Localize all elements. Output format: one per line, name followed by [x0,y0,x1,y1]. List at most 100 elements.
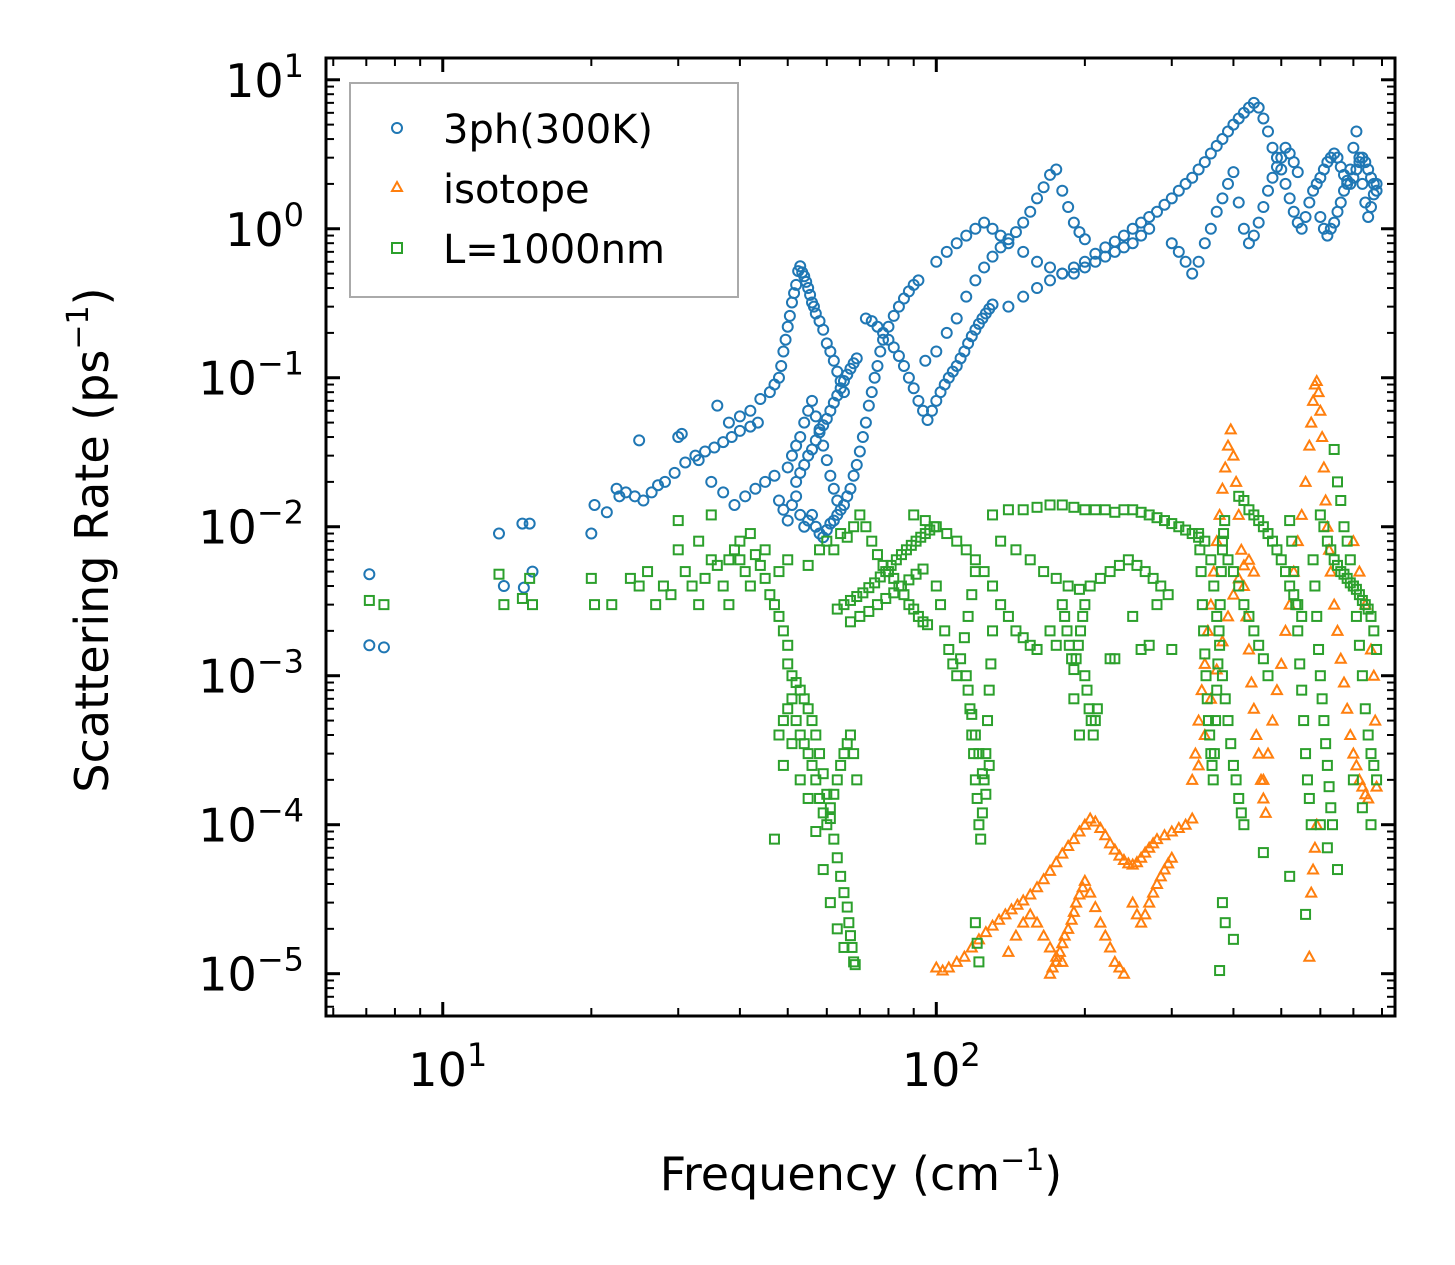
data-point [1308,840,1322,853]
data-point [773,729,785,741]
data-point [973,748,985,760]
data-point [835,759,847,771]
data-point [1262,670,1274,682]
data-point [773,566,785,578]
data-point [817,419,830,432]
data-point [1362,603,1374,615]
data-point [1117,229,1130,242]
data-point [1094,572,1106,584]
data-point [1161,856,1175,869]
data-point [1126,222,1139,235]
data-point [734,554,746,566]
data-point [828,544,840,556]
data-point [759,544,771,556]
data-point [1338,521,1350,533]
data-point [1017,632,1029,644]
data-point [1210,139,1223,152]
data-point [1179,177,1192,190]
data-point [1049,855,1063,868]
data-point [744,528,756,540]
data-point [782,639,794,651]
legend-label-3ph: 3ph(300K) [443,107,653,153]
data-point [1334,196,1347,209]
data-point [844,482,857,495]
data-point [788,287,801,300]
data-point [1017,290,1030,303]
data-point [1257,653,1269,665]
data-point [817,864,829,876]
data-point [1243,610,1255,622]
data-point [950,237,963,250]
data-point [1368,759,1380,771]
data-point [1359,703,1371,715]
data-point [958,632,970,644]
data-point [1030,880,1044,893]
data-point [1162,589,1174,601]
data-point [1146,885,1160,898]
data-point [1076,880,1090,893]
data-point [1270,160,1283,173]
data-point [1079,670,1091,682]
data-point [1218,460,1232,473]
data-point [871,359,884,372]
data-point [1130,907,1144,920]
data-point [1275,554,1287,566]
data-point [739,490,752,503]
data-point [939,625,951,637]
data-point [492,527,505,540]
data-point [987,625,999,637]
data-point [841,490,854,503]
data-point [1109,653,1121,665]
data-point [711,559,723,571]
data-point [1143,509,1155,521]
data-point [779,333,792,346]
data-point [1367,668,1381,681]
data-point [1362,729,1374,741]
axis-ticks-layer [326,58,1395,1016]
data-point [1314,670,1326,682]
data-point [1073,729,1085,741]
data-point [1317,460,1331,473]
data-point [843,917,855,929]
data-point [723,554,735,566]
data-point [1165,850,1179,863]
data-point [516,592,528,604]
data-point [951,535,963,547]
data-point [1068,501,1080,513]
data-point [1294,658,1306,670]
data-point [1227,759,1239,771]
data-point [1361,791,1375,804]
data-point [919,515,931,527]
data-point [1139,566,1151,578]
data-point [831,774,843,786]
data-point [1093,915,1108,928]
data-point [960,229,973,242]
data-point [897,359,910,372]
data-point [1151,512,1163,524]
data-point [1368,713,1382,726]
data-point [1180,524,1192,536]
data-point [768,833,780,845]
data-point [1093,820,1108,834]
data-point [1279,177,1292,190]
data-point [983,759,995,771]
data-point [1219,515,1231,527]
data-point [1089,247,1102,260]
y-axis-label: Scattering Rate (ps−1) [61,287,119,792]
data-point [1242,642,1256,655]
data-point [693,599,705,611]
data-point [1198,656,1212,669]
data-point [768,599,780,611]
data-point [1002,504,1014,516]
data-point [925,404,938,417]
data-point [1367,188,1380,201]
data-point [1222,125,1235,138]
data-point [772,494,785,507]
data-point [711,399,724,412]
data-point [1117,852,1131,865]
data-point [1216,192,1229,205]
data-point [764,589,776,601]
data-point [1330,623,1345,636]
data-point [1179,255,1192,268]
series-0 [363,96,1383,654]
